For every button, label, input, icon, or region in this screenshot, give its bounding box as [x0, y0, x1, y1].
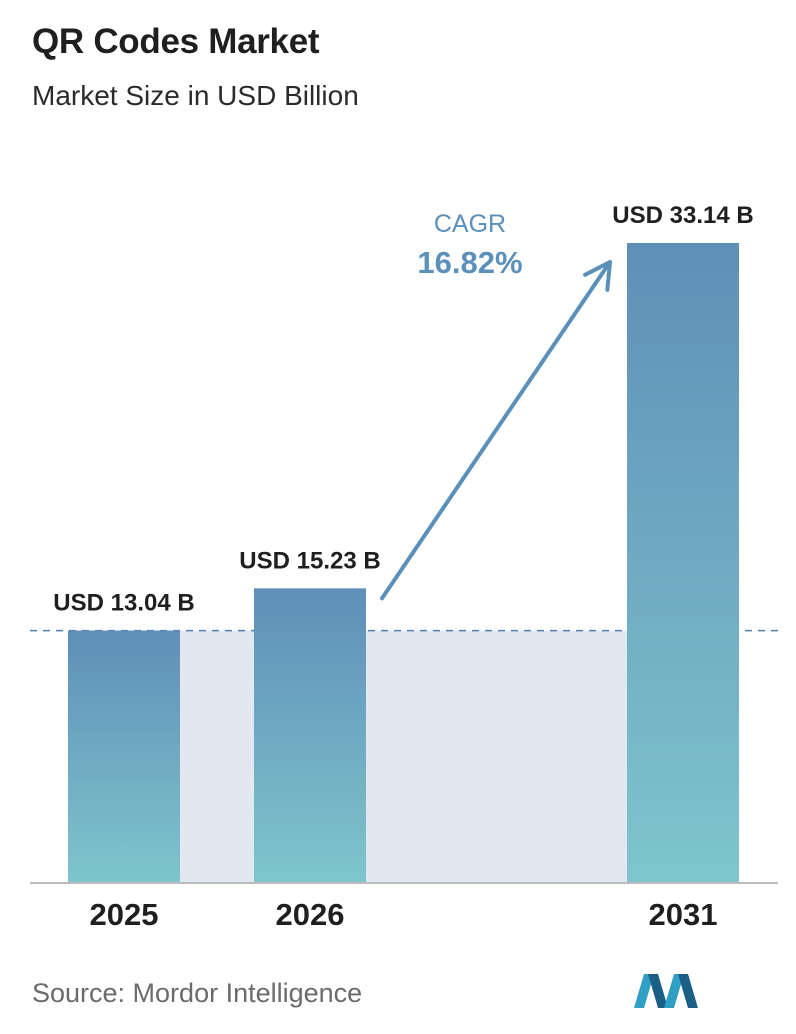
chart-subtitle: Market Size in USD Billion: [32, 80, 359, 111]
cagr-value: 16.82%: [417, 245, 522, 280]
cagr-arrow-head: [583, 260, 612, 292]
chart-title: QR Codes Market: [32, 22, 320, 61]
bar-2025: [68, 630, 180, 882]
cagr-arrow-line: [380, 260, 612, 601]
mordor-intelligence-logo-icon: [634, 974, 698, 1008]
cagr-label: CAGR: [434, 210, 506, 238]
data-label-2031: USD 33.14 B: [612, 202, 753, 229]
data-label-2025: USD 13.04 B: [53, 590, 194, 617]
x-tick-label-2031: 2031: [649, 897, 718, 932]
bar-2031: [627, 243, 739, 882]
source-text: Source: Mordor Intelligence: [32, 978, 363, 1008]
x-tick-label-2026: 2026: [276, 897, 345, 932]
x-tick-label-2025: 2025: [90, 897, 159, 932]
data-label-2026: USD 15.23 B: [239, 547, 380, 574]
bar-2026: [254, 588, 366, 882]
bar-chart: USD 13.04 B 2025 USD 15.23 B 2026 USD 33.14 …: [30, 202, 780, 932]
